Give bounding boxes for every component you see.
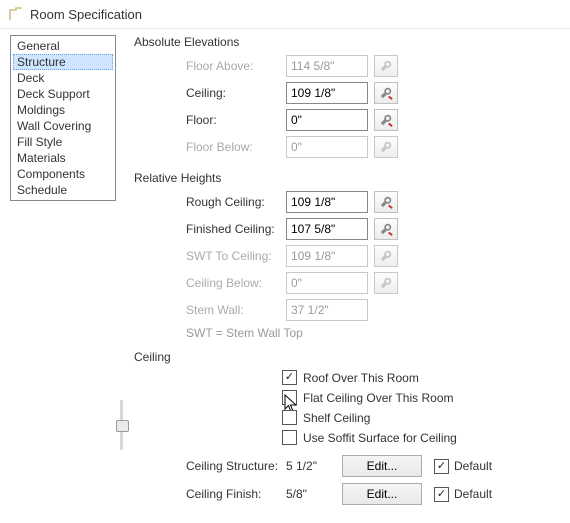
swt-note: SWT = Stem Wall Top [186,326,560,340]
label-swt-to-ceiling: SWT To Ceiling: [186,249,286,263]
input-finished-ceiling[interactable] [286,218,368,240]
window-title: Room Specification [30,7,142,22]
input-floor-above [286,55,368,77]
wrench-swt-to-ceiling [374,245,398,267]
label-finished-ceiling: Finished Ceiling: [186,222,286,236]
sidebar-item-deck-support[interactable]: Deck Support [13,86,113,102]
sidebar-item-schedule[interactable]: Schedule [13,182,113,198]
input-swt-to-ceiling [286,245,368,267]
checkbox-shelf-ceiling[interactable] [282,410,297,425]
row-floor-below: Floor Below: [134,136,560,158]
sidebar-item-general[interactable]: General [13,38,113,54]
row-finished-ceiling: Finished Ceiling: [134,218,560,240]
edit-ceiling-finish-button[interactable]: Edit... [342,483,422,505]
wrench-abs-floor[interactable] [374,109,398,131]
row-ceiling-structure: Ceiling Structure: 5 1/2" Edit... Defaul… [134,455,560,477]
wrench-icon [379,140,393,154]
wrench-rough-ceiling[interactable] [374,191,398,213]
edit-ceiling-structure-button[interactable]: Edit... [342,455,422,477]
label-ceiling-finish: Ceiling Finish: [186,487,286,501]
label-rough-ceiling: Rough Ceiling: [186,195,286,209]
label-floor-below: Floor Below: [186,140,286,154]
wrench-icon [379,59,393,73]
input-stem-wall [286,299,368,321]
label-default-structure: Default [454,459,492,473]
row-flat-ceiling: Flat Ceiling Over This Room [282,390,560,405]
row-roof-over: Roof Over This Room [282,370,560,385]
row-soffit: Use Soffit Surface for Ceiling [282,430,560,445]
wrench-icon [379,222,393,236]
sidebar-item-components[interactable]: Components [13,166,113,182]
input-abs-ceiling[interactable] [286,82,368,104]
label-floor-above: Floor Above: [186,59,286,73]
wrench-abs-ceiling[interactable] [374,82,398,104]
input-abs-floor[interactable] [286,109,368,131]
section-title-ceiling: Ceiling [134,350,560,364]
label-soffit: Use Soffit Surface for Ceiling [303,431,457,445]
wrench-icon [379,276,393,290]
wrench-icon [379,195,393,209]
wrench-ceiling-below [374,272,398,294]
label-ceiling-structure: Ceiling Structure: [186,459,286,473]
checkbox-flat-ceiling[interactable] [282,390,297,405]
sidebar-item-wall-covering[interactable]: Wall Covering [13,118,113,134]
row-floor-above: Floor Above: [134,55,560,77]
row-abs-ceiling: Ceiling: [134,82,560,104]
label-default-finish: Default [454,487,492,501]
input-rough-ceiling[interactable] [286,191,368,213]
room-spec-icon [8,6,24,22]
title-bar: Room Specification [0,0,570,29]
category-list[interactable]: General Structure Deck Deck Support Mold… [10,35,116,201]
input-ceiling-below [286,272,368,294]
checkbox-roof-over[interactable] [282,370,297,385]
section-title-relative: Relative Heights [134,171,560,185]
row-ceiling-below: Ceiling Below: [134,272,560,294]
label-abs-floor: Floor: [186,113,286,127]
label-roof-over: Roof Over This Room [303,371,419,385]
row-shelf-ceiling: Shelf Ceiling [282,410,560,425]
label-stem-wall: Stem Wall: [186,303,286,317]
row-abs-floor: Floor: [134,109,560,131]
sidebar-item-fill-style[interactable]: Fill Style [13,134,113,150]
label-ceiling-below: Ceiling Below: [186,276,286,290]
row-swt-to-ceiling: SWT To Ceiling: [134,245,560,267]
checkbox-default-finish[interactable] [434,487,449,502]
main-panel: Absolute Elevations Floor Above: Ceiling… [116,29,570,521]
value-ceiling-finish: 5/8" [286,487,342,501]
input-floor-below [286,136,368,158]
section-title-absolute: Absolute Elevations [134,35,560,49]
value-ceiling-structure: 5 1/2" [286,459,342,473]
wrench-icon [379,249,393,263]
section-slider-thumb[interactable] [116,420,129,432]
sidebar-item-deck[interactable]: Deck [13,70,113,86]
sidebar-item-moldings[interactable]: Moldings [13,102,113,118]
wrench-finished-ceiling[interactable] [374,218,398,240]
wrench-floor-below [374,136,398,158]
row-stem-wall: Stem Wall: [134,299,560,321]
row-rough-ceiling: Rough Ceiling: [134,191,560,213]
checkbox-default-structure[interactable] [434,459,449,474]
label-shelf-ceiling: Shelf Ceiling [303,411,370,425]
sidebar-item-materials[interactable]: Materials [13,150,113,166]
label-abs-ceiling: Ceiling: [186,86,286,100]
label-flat-ceiling: Flat Ceiling Over This Room [303,391,454,405]
wrench-icon [379,86,393,100]
wrench-icon [379,113,393,127]
checkbox-soffit[interactable] [282,430,297,445]
wrench-floor-above [374,55,398,77]
row-ceiling-finish: Ceiling Finish: 5/8" Edit... Default [134,483,560,505]
sidebar-item-structure[interactable]: Structure [13,54,113,70]
section-slider[interactable] [120,400,123,450]
